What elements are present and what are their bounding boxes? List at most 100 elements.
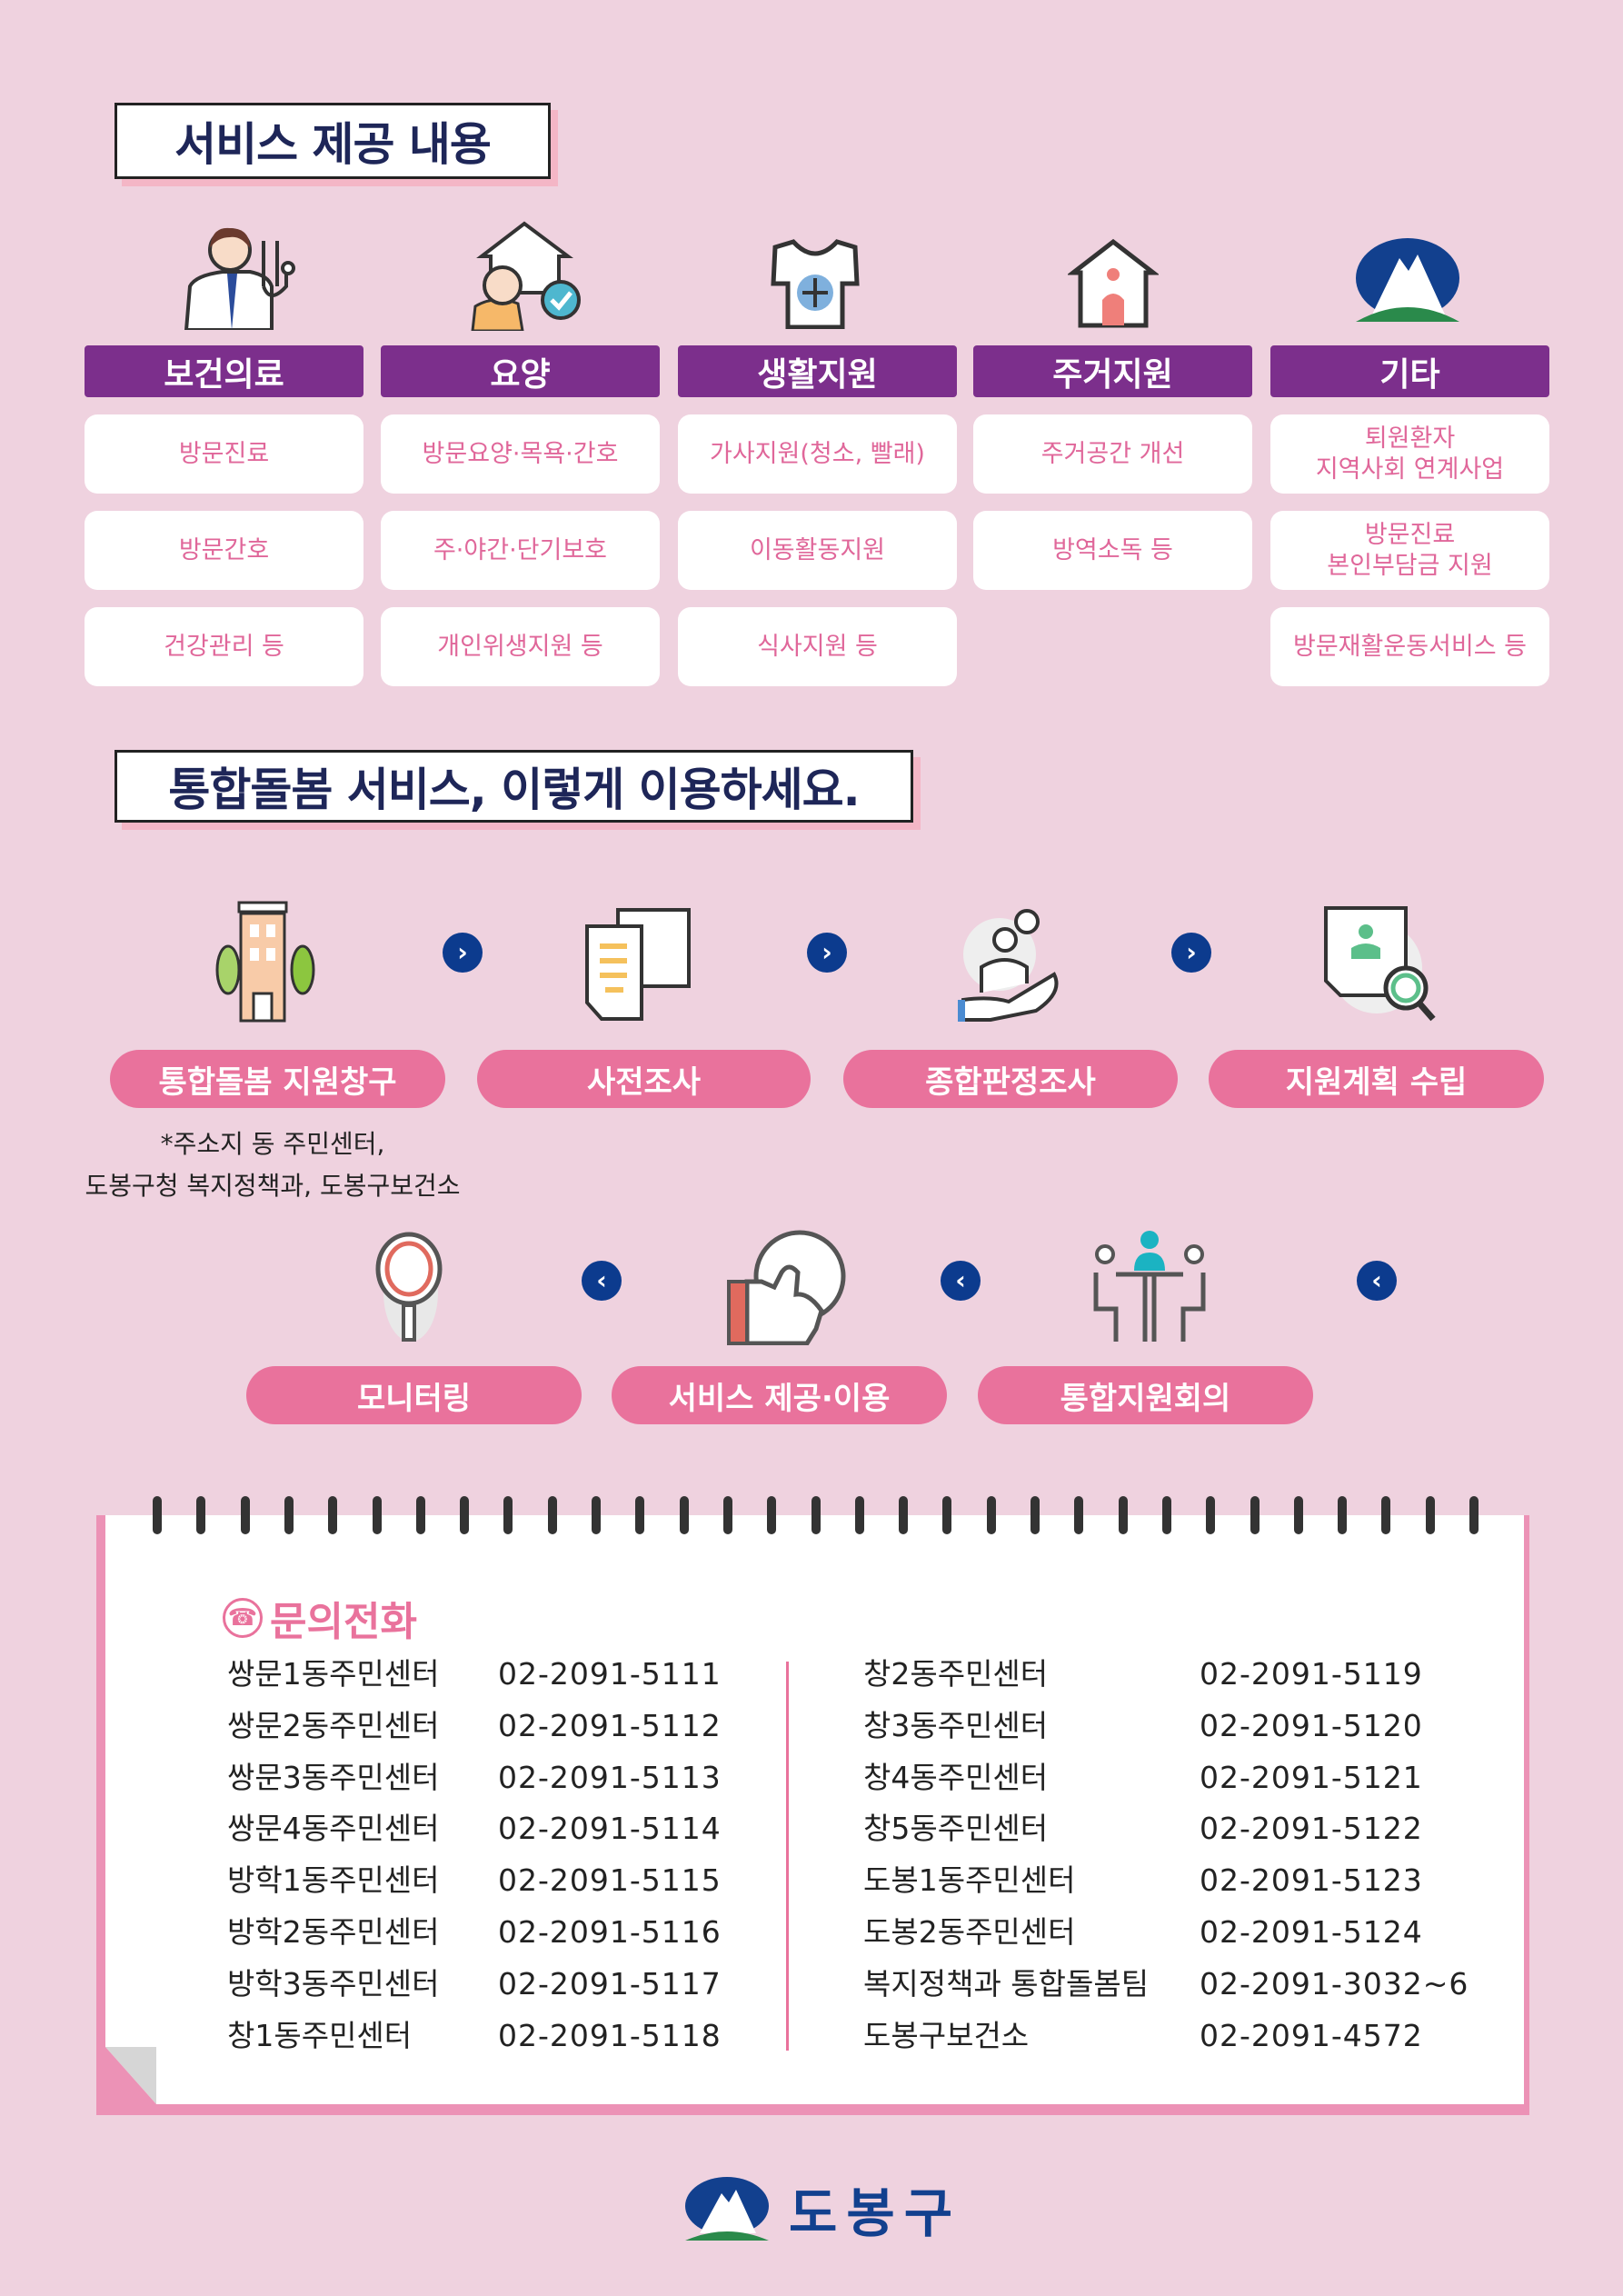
contact-name: 창5동주민센터 xyxy=(863,1811,1049,1847)
contact-name: 쌍문2동주민센터 xyxy=(227,1707,440,1743)
magnifier-icon xyxy=(375,1232,443,1342)
chevron-left-icon: ‹ xyxy=(941,1261,981,1301)
contact-phone: 02-2091-5117 xyxy=(498,1965,722,2002)
section-title-process: 통합돌봄 서비스, 이렇게 이용하세요. xyxy=(115,750,913,823)
ring-binding xyxy=(854,1496,864,1534)
house-icon xyxy=(1068,238,1159,328)
service-item: 주거공간 개선 xyxy=(973,414,1252,494)
step-pill: 통합지원회의 xyxy=(978,1366,1313,1424)
chevron-left-icon: ‹ xyxy=(582,1261,622,1301)
elderly-care-icon xyxy=(471,221,581,331)
contact-name: 방학2동주민센터 xyxy=(227,1914,440,1950)
ring-binding xyxy=(1293,1496,1303,1534)
service-item: 방문진료 xyxy=(85,414,363,494)
page-fold-corner xyxy=(105,2047,156,2104)
ring-binding xyxy=(328,1496,338,1534)
profile-search-icon xyxy=(1324,906,1436,1022)
chevron-left-icon: ‹ xyxy=(1357,1261,1397,1301)
step-pill: 모니터링 xyxy=(246,1366,582,1424)
ring-binding xyxy=(811,1496,821,1534)
ring-binding xyxy=(722,1496,732,1534)
contact-phone: 02-2091-5122 xyxy=(1200,1811,1423,1847)
service-item: 이동활동지원 xyxy=(678,511,957,590)
category-header: 기타 xyxy=(1270,345,1549,397)
service-item: 주·야간·단기보호 xyxy=(381,511,660,590)
contact-name: 쌍문4동주민센터 xyxy=(227,1811,440,1847)
ring-binding xyxy=(460,1496,470,1534)
ring-binding xyxy=(547,1496,557,1534)
ring-binding xyxy=(1031,1496,1040,1534)
ring-binding xyxy=(240,1496,250,1534)
footer-logo-text: 도봉구 xyxy=(789,2182,962,2244)
service-item: 건강관리 등 xyxy=(85,607,363,686)
caring-hand-icon xyxy=(958,909,1059,1022)
category-header: 요양 xyxy=(381,345,660,397)
contact-name: 창2동주민센터 xyxy=(863,1656,1049,1692)
service-item: 퇴원환자 지역사회 연계사업 xyxy=(1270,414,1549,494)
dobong-logo-icon xyxy=(1356,238,1459,322)
ring-binding xyxy=(1250,1496,1260,1534)
ring-binding xyxy=(153,1496,162,1534)
contact-name: 쌍문1동주민센터 xyxy=(227,1656,440,1692)
contact-phone: 02-2091-4572 xyxy=(1200,2017,1423,2053)
service-item: 방문요양·목욕·간호 xyxy=(381,414,660,494)
contact-title: ☎ 문의전화 xyxy=(223,1589,417,1647)
contact-phone: 02-2091-5121 xyxy=(1200,1759,1423,1795)
doctor-icon xyxy=(184,227,295,330)
category-header: 주거지원 xyxy=(973,345,1252,397)
contact-name: 도봉구보건소 xyxy=(863,2017,1030,2053)
ring-binding xyxy=(592,1496,601,1534)
dobong-logo-icon xyxy=(685,2177,769,2241)
contact-phone: 02-2091-5114 xyxy=(498,1811,722,1847)
ring-binding xyxy=(1206,1496,1216,1534)
ring-binding xyxy=(1469,1496,1479,1534)
contact-name: 창3동주민센터 xyxy=(863,1707,1049,1743)
ring-binding xyxy=(1118,1496,1128,1534)
ring-binding xyxy=(196,1496,206,1534)
section-title-services: 서비스 제공 내용 xyxy=(115,103,551,179)
meeting-icon xyxy=(1093,1231,1206,1342)
ring-binding xyxy=(635,1496,645,1534)
contact-name: 창4동주민센터 xyxy=(863,1759,1049,1795)
contact-phone: 02-2091-3032~6 xyxy=(1200,1965,1469,2002)
contact-phone: 02-2091-5115 xyxy=(498,1862,722,1899)
category-header: 생활지원 xyxy=(678,345,957,397)
ring-binding xyxy=(899,1496,909,1534)
category-header: 보건의료 xyxy=(85,345,363,397)
contact-name: 도봉2동주민센터 xyxy=(863,1914,1076,1950)
contact-name: 창1동주민센터 xyxy=(227,2017,413,2053)
contact-name: 방학1동주민센터 xyxy=(227,1862,440,1899)
contact-title-text: 문의전화 xyxy=(270,1599,417,1645)
ring-binding xyxy=(1074,1496,1084,1534)
step-pill: 사전조사 xyxy=(477,1050,811,1108)
contact-name: 방학3동주민센터 xyxy=(227,1965,440,2002)
contact-phone: 02-2091-5113 xyxy=(498,1759,722,1795)
service-item: 식사지원 등 xyxy=(678,607,957,686)
contact-name: 도봉1동주민센터 xyxy=(863,1862,1076,1899)
ring-binding xyxy=(942,1496,952,1534)
tshirt-icon xyxy=(771,239,860,329)
service-item: 방문간호 xyxy=(85,511,363,590)
service-item: 개인위생지원 등 xyxy=(381,607,660,686)
contact-phone: 02-2091-5111 xyxy=(498,1656,722,1692)
ring-binding xyxy=(679,1496,689,1534)
ring-binding xyxy=(767,1496,777,1534)
thumbs-up-icon xyxy=(727,1230,846,1345)
building-icon xyxy=(215,901,315,1023)
ring-binding xyxy=(1381,1496,1391,1534)
step-pill: 종합판정조사 xyxy=(843,1050,1178,1108)
ring-binding xyxy=(503,1496,513,1534)
step-pill: 서비스 제공·이용 xyxy=(612,1366,947,1424)
contact-name: 복지정책과 통합돌봄팀 xyxy=(863,1965,1150,2002)
contact-phone: 02-2091-5124 xyxy=(1200,1914,1423,1950)
contact-name: 쌍문3동주민센터 xyxy=(227,1759,440,1795)
documents-icon xyxy=(585,908,691,1021)
ring-binding xyxy=(1425,1496,1435,1534)
service-item: 방문진료 본인부담금 지원 xyxy=(1270,511,1549,590)
ring-binding xyxy=(284,1496,294,1534)
chevron-right-icon: › xyxy=(443,933,483,973)
chevron-right-icon: › xyxy=(807,933,847,973)
note-line: *주소지 동 주민센터, xyxy=(160,1129,385,1159)
column-divider xyxy=(786,1662,789,2051)
service-item: 방역소독 등 xyxy=(973,511,1252,590)
